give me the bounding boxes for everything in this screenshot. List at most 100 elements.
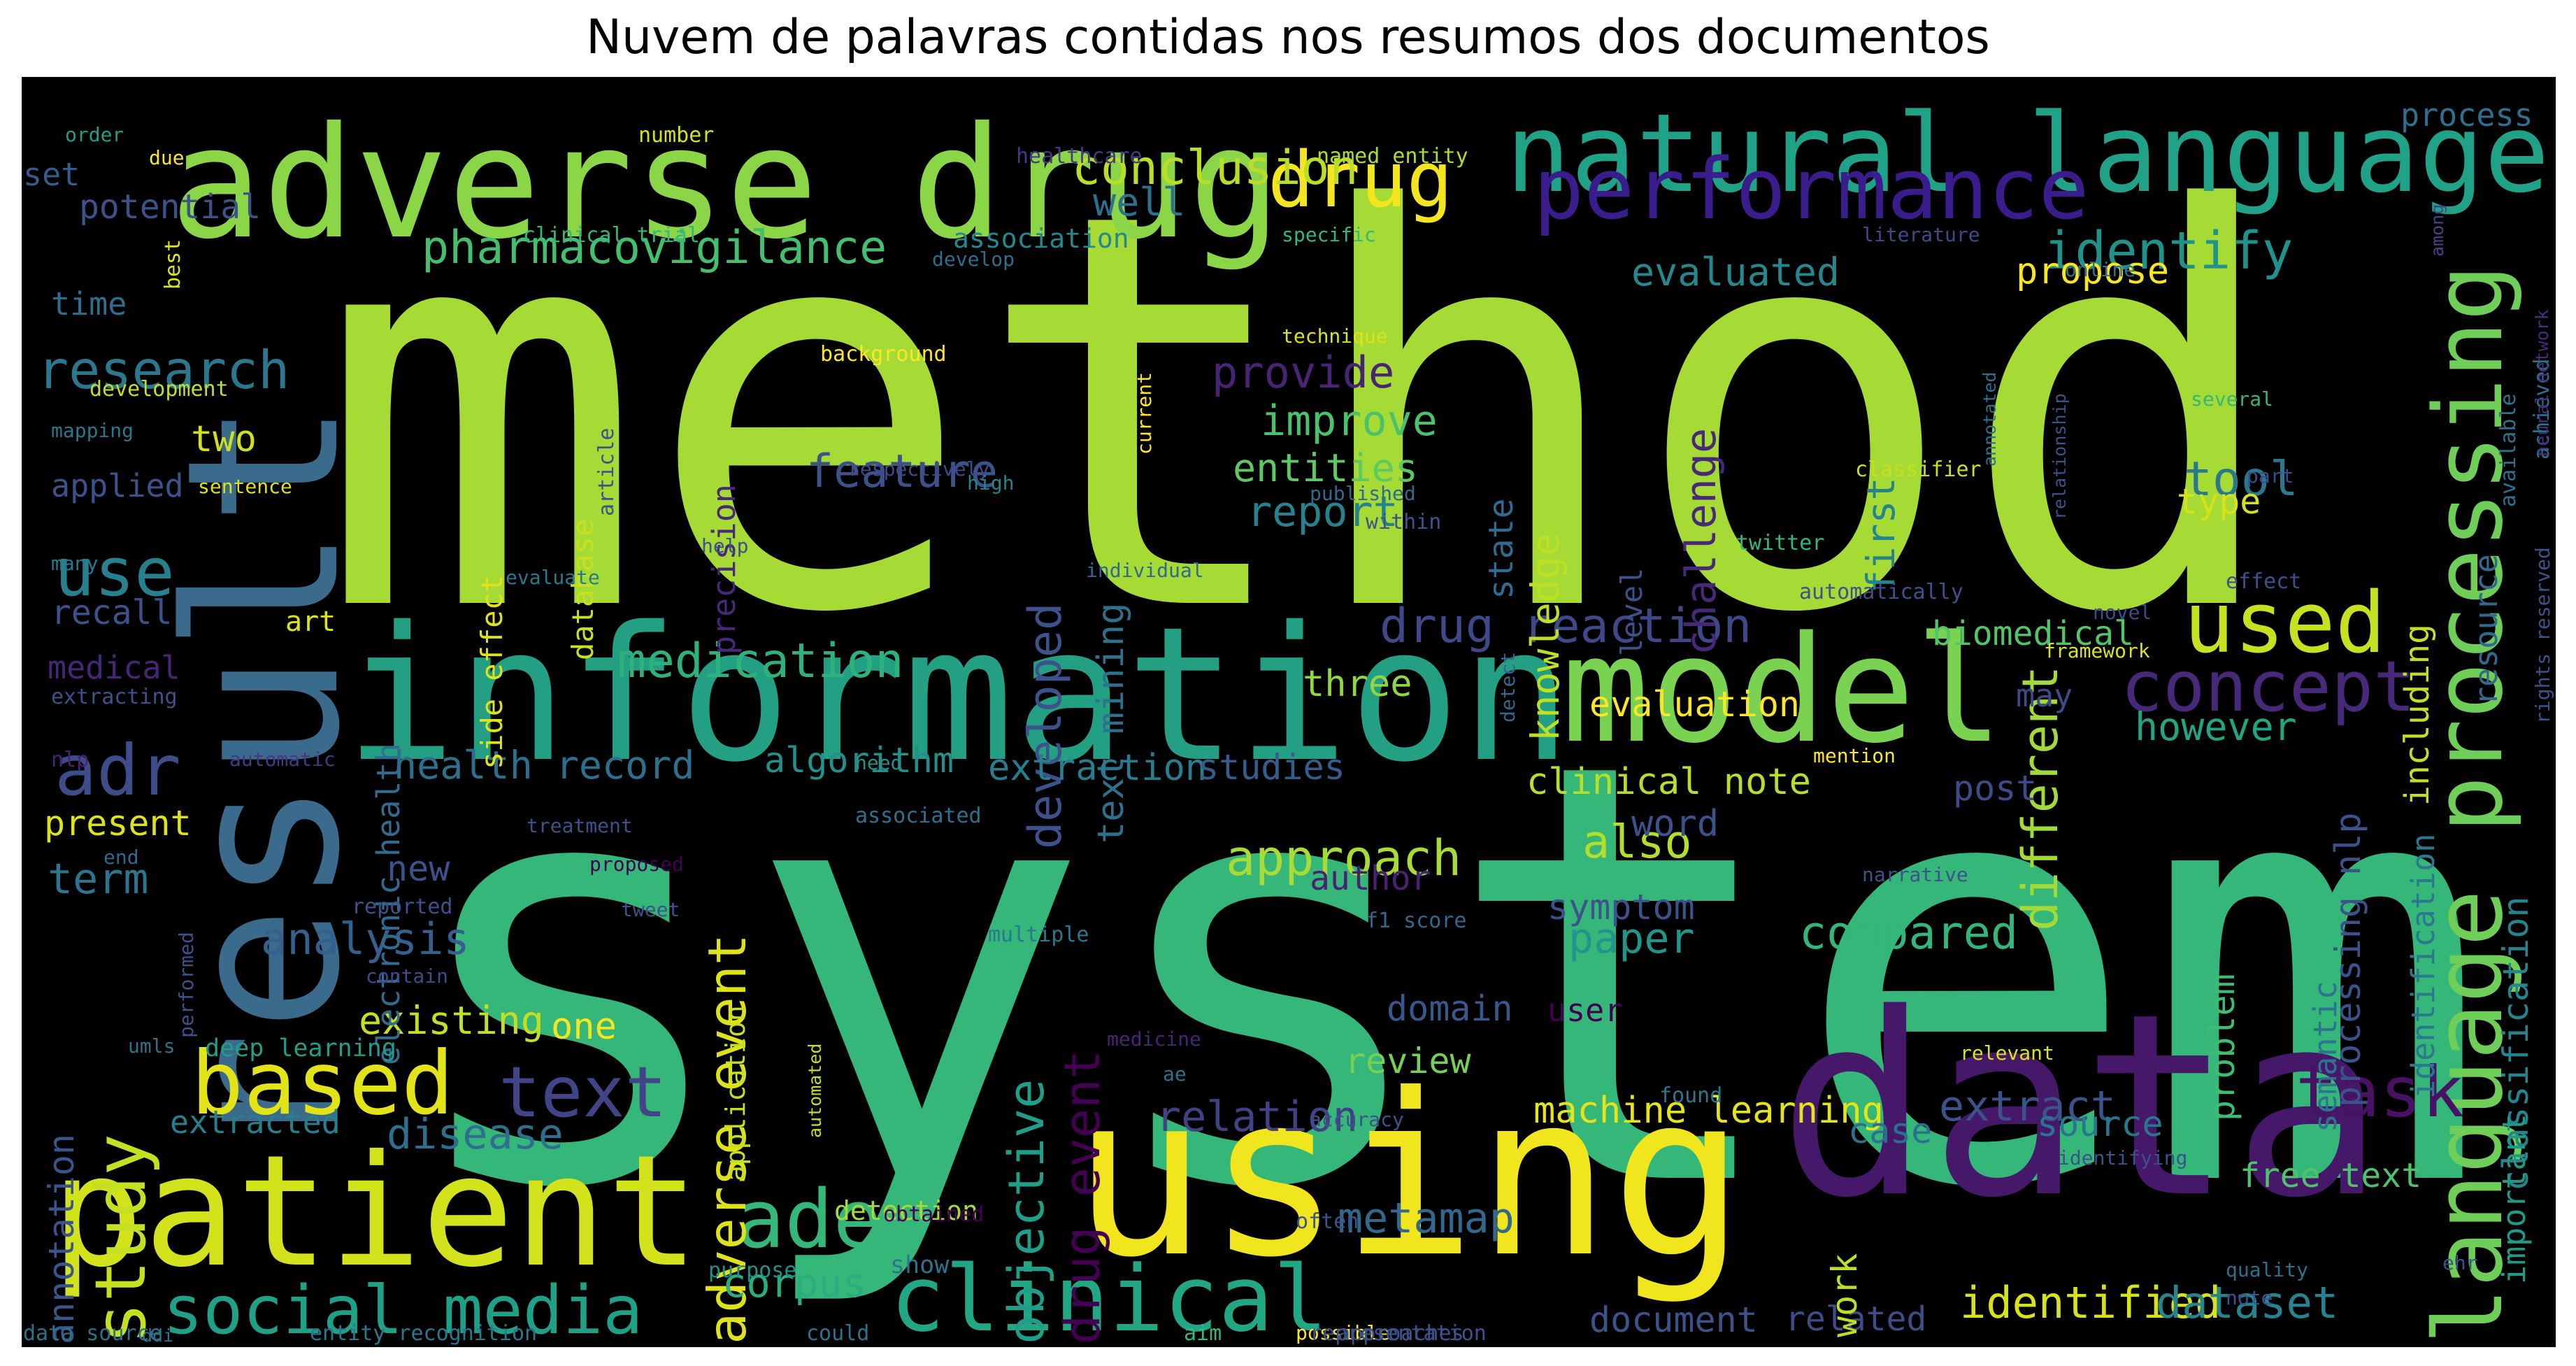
word-cloud-term: develop xyxy=(932,248,1015,271)
word-cloud-term: found xyxy=(1659,1083,1723,1108)
word-cloud-term: accuracy xyxy=(1310,1108,1404,1131)
word-cloud-term: existing xyxy=(359,998,544,1043)
word-cloud-term: background xyxy=(820,342,947,367)
word-cloud-term: however xyxy=(2135,704,2297,749)
word-cloud-term: health record xyxy=(394,743,695,788)
word-cloud-term: relation xyxy=(1156,1093,1358,1141)
word-cloud-term: dataset xyxy=(2156,1277,2339,1328)
word-cloud-term: provide xyxy=(1212,347,1395,398)
word-cloud-term: often xyxy=(1296,1209,1359,1234)
word-cloud-term: use xyxy=(55,534,175,611)
word-cloud-term: several xyxy=(2191,387,2274,411)
word-cloud-term: work xyxy=(1824,1253,1865,1337)
word-cloud-term: approaches xyxy=(1338,1321,1464,1346)
word-cloud-term: online xyxy=(2065,258,2136,281)
word-cloud-term: art xyxy=(285,606,336,638)
word-cloud-term: relevant xyxy=(1960,1041,2054,1065)
word-cloud-term: clinical xyxy=(890,1246,1329,1347)
word-cloud-term: due xyxy=(149,146,185,169)
word-cloud-term: association xyxy=(953,223,1129,254)
word-cloud-term: automatically xyxy=(1799,580,1963,604)
word-cloud-term: studies xyxy=(1198,747,1345,788)
word-cloud-term: order xyxy=(65,123,124,146)
word-cloud-term: resource xyxy=(2468,554,2505,706)
word-cloud-term: drug xyxy=(1268,135,1453,225)
word-cloud-term: corpus xyxy=(722,1260,866,1307)
word-cloud-term: high xyxy=(967,471,1015,495)
word-cloud-term: two xyxy=(191,418,257,460)
word-cloud-term: tool xyxy=(2184,452,2298,507)
word-cloud-term: pharmacovigilance xyxy=(422,222,887,274)
word-cloud-term: approach xyxy=(1226,830,1462,887)
word-cloud-term: feature xyxy=(806,446,998,498)
word-cloud-term: application xyxy=(720,1005,751,1181)
word-cloud-term: proposed xyxy=(589,853,684,876)
word-cloud-term: domain xyxy=(1387,988,1513,1029)
word-cloud-term: best xyxy=(161,239,185,290)
word-cloud-term: purpose xyxy=(708,1258,797,1283)
word-cloud-term: framework xyxy=(2044,639,2150,662)
word-cloud-term: help xyxy=(701,534,749,557)
word-cloud-term: machine learning xyxy=(1533,1090,1884,1132)
word-cloud-term: including xyxy=(2398,623,2437,806)
word-cloud-term: knowledge xyxy=(1523,532,1568,741)
word-cloud-term: free text xyxy=(2240,1156,2422,1195)
word-cloud-term: entities xyxy=(1233,446,1418,490)
word-cloud-term: algorithm xyxy=(764,740,954,781)
word-cloud-term: performed xyxy=(175,932,198,1038)
word-cloud-term: evaluation xyxy=(1589,684,1801,725)
word-cloud-term: treatment xyxy=(527,814,633,837)
word-cloud-term: new xyxy=(387,848,450,889)
word-cloud: method system result data information using pa… xyxy=(22,77,2556,1347)
word-cloud-term: using xyxy=(1072,1046,1746,1307)
word-cloud-term: effect xyxy=(2226,569,2302,594)
word-cloud-term: database xyxy=(566,518,600,660)
word-cloud-term: propose xyxy=(2016,250,2170,292)
word-cloud-term: data xyxy=(1778,960,2384,1253)
word-cloud-term: process xyxy=(2400,97,2533,134)
word-cloud-term: text xyxy=(499,1051,667,1133)
word-cloud-term: post xyxy=(1953,768,2038,809)
word-cloud-term: report xyxy=(1247,488,1398,536)
word-cloud-term: disease xyxy=(387,1110,564,1159)
word-cloud-term: word xyxy=(1631,803,1719,845)
word-cloud-term: number xyxy=(638,123,715,148)
word-cloud-term: tweet xyxy=(621,898,680,921)
word-cloud-term: improve xyxy=(1261,397,1438,446)
word-cloud-term: associated xyxy=(855,804,982,828)
word-cloud-term: rights reserved xyxy=(2531,547,2554,724)
word-cloud-term: source xyxy=(2037,1104,2163,1144)
word-cloud-term: extracted xyxy=(170,1104,341,1141)
word-cloud-term: technique xyxy=(1282,325,1388,348)
word-cloud-term: within xyxy=(1366,510,1442,534)
word-cloud-term: system xyxy=(394,639,2491,1315)
word-cloud-term: document xyxy=(1589,1300,1758,1340)
word-cloud-term: time xyxy=(51,285,127,322)
word-cloud-term: entity recognition xyxy=(310,1321,538,1346)
word-cloud-term: data source xyxy=(23,1321,162,1346)
word-cloud-term: contain xyxy=(366,965,449,988)
word-cloud-term: ae xyxy=(1163,1062,1187,1086)
word-cloud-term: study xyxy=(80,1133,162,1344)
word-cloud-term: classifier xyxy=(1855,457,1982,482)
word-cloud-term: first xyxy=(1859,477,1903,593)
word-cloud-term: recall xyxy=(51,593,173,632)
word-cloud-term: multiple xyxy=(988,923,1089,947)
word-cloud-term: healthcare xyxy=(1016,144,1143,169)
word-cloud-term: neural network xyxy=(2532,309,2552,457)
word-cloud-term: social media xyxy=(163,1272,643,1347)
word-cloud-term: evaluate xyxy=(506,566,600,589)
word-cloud-term: natural language xyxy=(1505,90,2550,217)
word-cloud-term: drug reaction xyxy=(1380,599,1752,654)
word-cloud-term: ehr xyxy=(2442,1251,2478,1274)
word-cloud-term: novel xyxy=(2093,601,2152,624)
word-cloud-term: automatic xyxy=(229,748,336,771)
word-cloud-term: term xyxy=(48,855,149,904)
word-cloud-term: method xyxy=(317,97,2287,732)
word-cloud-term: end xyxy=(103,846,139,869)
word-cloud-term: part xyxy=(2247,464,2294,488)
word-cloud-term: clinical trial xyxy=(523,223,700,248)
word-cloud-term: medical xyxy=(48,649,180,686)
word-cloud-term: review xyxy=(1345,1041,1471,1081)
